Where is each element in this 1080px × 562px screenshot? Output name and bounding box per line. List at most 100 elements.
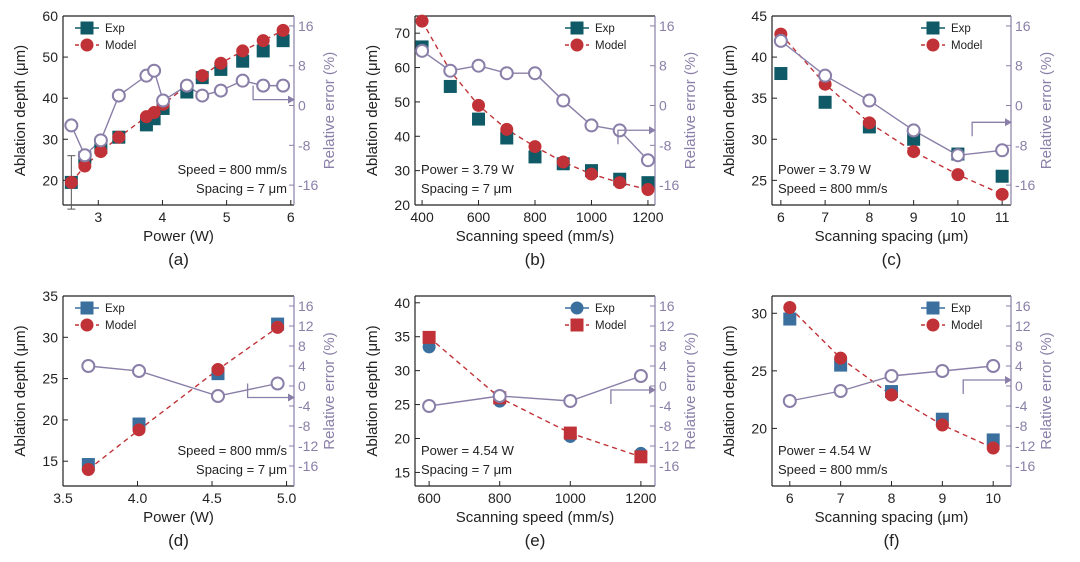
legend-marker	[80, 318, 94, 332]
chart-panel: 3 4 5 6 20 30 40 50 60 -16 -8 0 8 16 Power (W) Ablation…	[12, 8, 338, 269]
y2-tick-label: -4	[659, 398, 672, 414]
y2-axis-label: Relative error (%)	[1038, 332, 1055, 450]
x-tick-label: 6	[777, 209, 785, 225]
x-tick-label: 6	[287, 209, 295, 225]
y-tick-label: 30	[751, 131, 767, 147]
arrow-path	[252, 85, 288, 101]
right-axis-arrow	[962, 376, 1012, 394]
relative-error-point	[270, 376, 285, 391]
x-tick-label: 800	[488, 490, 512, 506]
relative-error-point	[995, 143, 1010, 158]
y-tick-label: 30	[751, 305, 767, 321]
arrow-head	[288, 95, 295, 104]
x-tick-label: 5	[223, 209, 231, 225]
y2-tick-label: 8	[659, 338, 667, 354]
y-tick-label: 20	[394, 197, 410, 213]
model-point	[634, 450, 648, 464]
x-tick-label: 600	[467, 209, 491, 225]
legend-label: Exp	[595, 23, 615, 35]
x-axis-label: Power (W)	[143, 228, 214, 245]
model-point	[528, 140, 542, 154]
model-series-line	[70, 29, 284, 183]
legend-label: Model	[105, 320, 136, 332]
y-tick-label: 40	[394, 295, 410, 311]
relative-error-point	[111, 88, 126, 103]
x-tick-label: 3.5	[53, 490, 73, 506]
relative-error-point	[935, 364, 950, 378]
condition-annotation: Power = 4.54 W	[421, 443, 515, 458]
x-tick-label: 4.0	[128, 490, 148, 506]
relative-error-line	[780, 40, 1003, 156]
model-point	[132, 423, 146, 437]
relative-error-point	[528, 66, 542, 81]
y-tick-label: 60	[42, 8, 58, 24]
y-axis-label: Ablation depth (μm)	[12, 45, 29, 176]
y2-tick-label: 8	[1015, 58, 1023, 74]
y2-axis-label: Relative error (%)	[1038, 52, 1055, 170]
model-point	[271, 320, 285, 334]
right-axis-arrow	[610, 386, 656, 404]
y2-tick-label: 16	[1015, 298, 1031, 314]
y-tick-label: 50	[42, 49, 58, 65]
y-axis-label: Ablation depth (μm)	[364, 325, 381, 456]
y-tick-label: 20	[42, 412, 58, 428]
panel-label: (c)	[882, 250, 902, 269]
condition-annotation: Power = 3.79 W	[421, 162, 515, 177]
relative-error-point	[64, 118, 79, 133]
legend-marker	[570, 301, 584, 315]
y2-axis-label: Relative error (%)	[682, 332, 699, 450]
model-point	[641, 183, 655, 197]
y-tick-label: 50	[394, 94, 410, 110]
chart-panel: 6 7 8 9 10 20 25 30 -16 -12 -8 -4 0 4 8 12 16 Scanning sp…	[721, 295, 1055, 550]
x-tick-label: 9	[910, 209, 918, 225]
y-tick-label: 40	[394, 128, 410, 144]
y2-tick-label: 8	[298, 58, 306, 74]
relative-error-point	[276, 78, 291, 93]
model-point	[951, 168, 965, 182]
x-axis-label: Scanning speed (mm/s)	[456, 228, 614, 245]
y2-tick-label: 0	[298, 378, 306, 394]
model-point	[995, 187, 1009, 201]
exp-point	[472, 112, 486, 126]
model-point	[422, 330, 436, 344]
legend-label: Exp	[595, 303, 615, 315]
y2-tick-label: 8	[1015, 338, 1023, 354]
y-axis-label: Ablation depth (μm)	[721, 325, 738, 456]
model-point	[147, 106, 161, 120]
y2-tick-label: -16	[298, 458, 318, 474]
y-tick-label: 40	[751, 49, 767, 65]
y2-tick-label: 0	[659, 378, 667, 394]
x-tick-label: 7	[837, 490, 845, 506]
model-point	[236, 44, 250, 58]
chart-panel: 3.5 4.0 4.5 5.0 15 20 25 30 35 -16 -12 -8 -4 0 4 8 12 16 P…	[12, 288, 338, 550]
right-axis-arrow	[617, 126, 656, 145]
y2-tick-label: 0	[298, 98, 306, 114]
x-tick-label: 5.0	[277, 490, 297, 506]
panel-label: (a)	[168, 250, 189, 269]
y2-tick-label: -12	[659, 438, 679, 454]
y2-tick-label: 16	[298, 18, 314, 34]
relative-error-point	[633, 369, 648, 383]
x-tick-label: 1200	[625, 490, 656, 506]
relative-error-point	[950, 148, 965, 163]
x-tick-label: 3	[94, 209, 102, 225]
y2-tick-label: -8	[1015, 418, 1028, 434]
model-point	[986, 441, 1000, 455]
y2-tick-label: -8	[298, 137, 311, 153]
relative-error-point	[195, 88, 210, 103]
y-tick-label: 25	[751, 172, 767, 188]
panel-label: (e)	[525, 531, 546, 550]
x-tick-label: 11	[995, 209, 1010, 225]
relative-error-point	[833, 384, 848, 398]
legend-label: Exp	[105, 23, 125, 35]
y-tick-label: 35	[42, 288, 58, 304]
model-point	[256, 34, 270, 48]
relative-error-point	[235, 73, 250, 88]
arrow-path	[962, 379, 1005, 394]
model-point	[500, 122, 514, 136]
y-tick-label: 70	[394, 25, 410, 41]
legend-marker	[80, 38, 94, 52]
legend-marker	[926, 318, 940, 332]
y2-axis-label: Relative error (%)	[321, 332, 338, 450]
condition-annotation: Speed = 800 mm/s	[178, 162, 288, 177]
